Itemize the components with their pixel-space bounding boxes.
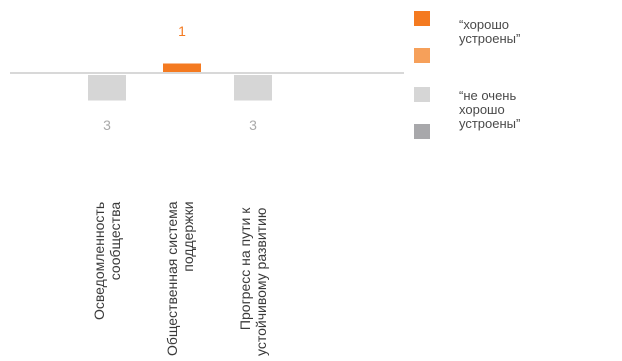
category-label-1: Осведомленность сообщества xyxy=(91,201,123,320)
bar-series2-cat1 xyxy=(88,75,126,101)
legend-swatch-notgood xyxy=(414,87,430,102)
category-label-2: Общественная система поддержки xyxy=(164,201,196,356)
category-label-3: Прогресс на пути к устойчивому развитию xyxy=(237,207,269,356)
legend-swatch-good xyxy=(414,11,430,26)
legend-swatch-good-light xyxy=(414,48,430,63)
data-label-3: 3 xyxy=(249,117,257,133)
data-label-1: 3 xyxy=(103,117,111,133)
legend-swatch-notgood-dark xyxy=(414,124,430,139)
legend: “хорошо устроены” “не очень хорошо устроены… xyxy=(412,8,612,158)
bar-series1-cat2 xyxy=(163,63,201,72)
bar-series2-cat3 xyxy=(234,75,272,101)
data-label-2: 1 xyxy=(178,23,186,39)
legend-label-notgood: “не очень хорошо устроены” xyxy=(459,88,521,131)
legend-label-good: “хорошо устроены” xyxy=(459,17,521,46)
